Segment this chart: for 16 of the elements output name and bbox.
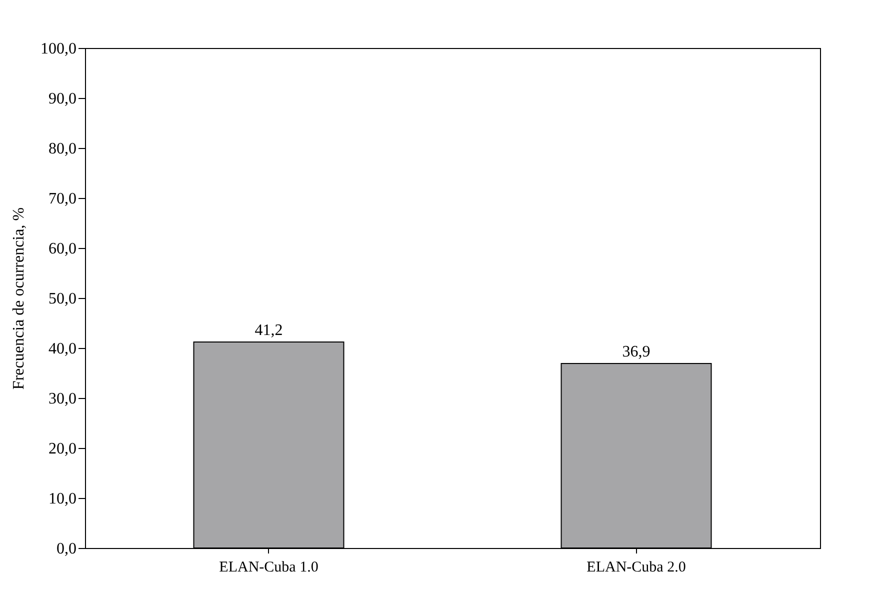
y-tick-label: 100,0: [40, 40, 76, 58]
y-tick-label: 90,0: [48, 90, 76, 108]
x-tick-label: ELAN-Cuba 1.0: [219, 560, 318, 576]
y-tick-label: 20,0: [48, 440, 76, 458]
data-label: 41,2: [254, 322, 283, 339]
y-tick-label: 40,0: [48, 340, 76, 358]
y-tick-label: 30,0: [48, 390, 76, 408]
y-tick-label: 0,0: [56, 540, 76, 558]
data-label: 36,9: [622, 344, 650, 360]
y-tick-label: 70,0: [48, 190, 76, 208]
y-tick-label: 50,0: [48, 290, 76, 308]
x-tick-label: ELAN-Cuba 2.0: [586, 560, 686, 576]
y-tick-label: 60,0: [48, 240, 76, 258]
y-tick-label: 80,0: [48, 140, 76, 158]
y-tick-label: 10,0: [48, 490, 76, 508]
y-axis-title: Frecuencia de ocurrencia, %: [10, 207, 28, 390]
